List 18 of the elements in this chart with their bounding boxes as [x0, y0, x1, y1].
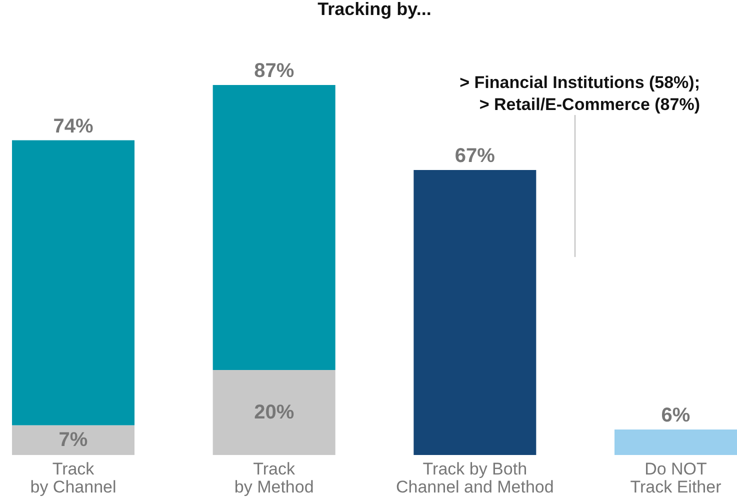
x-tick-label: Track by Both Channel and Method: [396, 460, 554, 496]
total-label: 67%: [454, 145, 496, 168]
x-tick-label: Do NOT Track Either: [630, 460, 722, 496]
total-label: 87%: [254, 60, 294, 82]
data-label: 7%: [58, 429, 88, 452]
total-label: 6%: [661, 404, 690, 426]
bar: [212, 85, 336, 370]
total-label: 74%: [53, 115, 94, 138]
bar: [414, 170, 536, 455]
bar: [212, 370, 336, 455]
bar: [12, 140, 135, 426]
bar: [12, 425, 135, 455]
x-tick-label: Track by Method: [234, 460, 314, 496]
chart-title: Tracking by...: [318, 0, 432, 19]
data-label: 20%: [254, 401, 294, 424]
x-tick-label: Track by Channel: [30, 460, 116, 496]
annotation: > Financial Institutions (58%); > Retail/E-Commerce (87%): [460, 73, 700, 114]
bar: [614, 429, 737, 455]
